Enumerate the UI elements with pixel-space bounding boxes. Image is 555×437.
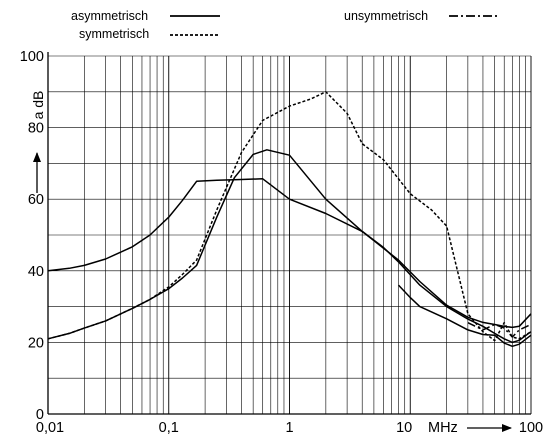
x-tick-label: 1 xyxy=(285,420,293,436)
y-tick-label: 20 xyxy=(28,335,44,351)
y-tick-label: 100 xyxy=(20,49,44,65)
x-tick-label: 10 xyxy=(396,420,412,436)
y-axis-label: a dB xyxy=(30,91,46,120)
series-line-asymmetrisch-1 xyxy=(47,178,532,329)
legend-label-unsymmetrisch: unsymmetrisch xyxy=(344,9,428,23)
series-layer xyxy=(47,91,532,348)
x-tick-label: 0,01 xyxy=(36,420,64,436)
grid xyxy=(47,52,532,415)
y-tick-label: 60 xyxy=(28,192,44,208)
x-tick-label: 100 xyxy=(519,420,543,436)
y-tick-label: 80 xyxy=(28,121,44,137)
tick-labels: 0 20 40 60 80 100 0,01 0,1 1 10 100 xyxy=(20,49,543,436)
legend: asymmetrisch symmetrisch unsymmetrisch xyxy=(71,9,500,41)
series-line-asymmetrisch-3 xyxy=(397,284,532,348)
legend-label-symmetrisch: symmetrisch xyxy=(79,27,149,41)
series-line-symmetrisch-4 xyxy=(47,91,532,342)
x-axis-unit: MHz xyxy=(428,420,458,436)
legend-label-asymmetrisch: asymmetrisch xyxy=(71,9,148,23)
series-line-unsymmetrisch-5 xyxy=(467,322,532,338)
y-tick-label: 40 xyxy=(28,264,44,280)
x-tick-label: 0,1 xyxy=(159,420,179,436)
y-tick-label: 0 xyxy=(36,407,44,423)
